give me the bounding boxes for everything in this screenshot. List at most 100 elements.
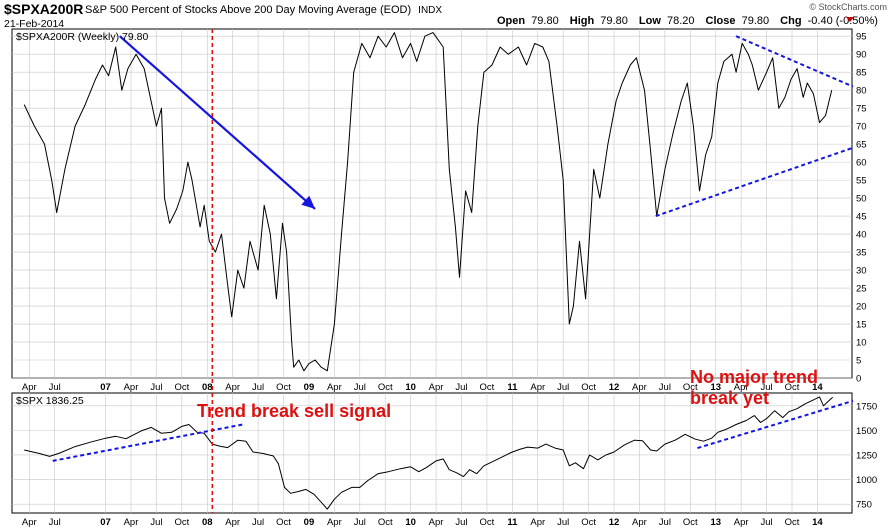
trendline xyxy=(697,399,854,450)
y-tick-label: 65 xyxy=(856,140,867,151)
x-tick-label: Jul xyxy=(354,517,366,528)
y-tick-label: 90 xyxy=(856,50,867,61)
x-tick-label: Jul xyxy=(49,517,61,528)
y-tick-label: 30 xyxy=(856,266,867,277)
x-tick-label: 12 xyxy=(609,517,620,528)
x-tick-label: 13 xyxy=(710,517,721,528)
y-tick-label: 55 xyxy=(856,176,867,187)
x-tick-label: Jul xyxy=(252,382,264,393)
y-tick-label: 45 xyxy=(856,212,867,223)
x-tick-label: Jul xyxy=(455,517,467,528)
x-tick-label: Oct xyxy=(581,382,596,393)
y-tick-label: 40 xyxy=(856,230,867,241)
breadth-panel-frame xyxy=(11,28,853,379)
x-tick-label: 11 xyxy=(507,517,518,528)
x-tick-label: Jul xyxy=(659,382,671,393)
x-tick-label: Jul xyxy=(557,382,569,393)
x-tick-label: Oct xyxy=(276,382,291,393)
x-tick-label: 10 xyxy=(405,382,416,393)
date-label: 21-Feb-2014 xyxy=(4,18,64,30)
y-tick-label: 20 xyxy=(856,302,867,313)
down-arrow-icon xyxy=(846,17,854,22)
x-tick-label: Jul xyxy=(49,382,61,393)
x-tick-label: Oct xyxy=(683,517,698,528)
x-tick-label: Apr xyxy=(734,382,749,393)
x-tick-label: Oct xyxy=(378,382,393,393)
x-tick-label: Oct xyxy=(480,382,495,393)
no-break-annotation-line1: No major trend xyxy=(690,367,818,387)
y-tick-label: 750 xyxy=(856,500,872,511)
y-tick-label: 10 xyxy=(856,338,867,349)
y-tick-label: 35 xyxy=(856,248,867,259)
x-tick-label: Jul xyxy=(760,517,772,528)
y-tick-label: 60 xyxy=(856,158,867,169)
breadth-legend: $SPXA200R (Weekly) 79.80 xyxy=(16,31,148,43)
x-tick-label: 11 xyxy=(507,382,518,393)
x-tick-label: Jul xyxy=(760,382,772,393)
x-tick-label: 08 xyxy=(202,517,213,528)
arrowhead-icon xyxy=(301,195,316,209)
x-tick-label: 12 xyxy=(609,382,620,393)
x-tick-label: Oct xyxy=(683,382,698,393)
trendline xyxy=(52,423,244,462)
x-tick-label: 13 xyxy=(710,382,721,393)
x-tick-label: Oct xyxy=(174,517,189,528)
x-tick-label: Apr xyxy=(124,382,139,393)
y-tick-label: 1500 xyxy=(856,426,877,437)
x-tick-label: Apr xyxy=(530,517,545,528)
x-tick-label: Apr xyxy=(632,382,647,393)
x-tick-label: Jul xyxy=(659,517,671,528)
spx-panel: 750 1000 1250 1500 1750 $SPX 1836.25 Apr Jul 0… xyxy=(11,392,877,528)
x-tick-label: Apr xyxy=(632,517,647,528)
description-label: S&P 500 Percent of Stocks Above 200 Day … xyxy=(85,4,442,16)
x-tick-label: Apr xyxy=(429,517,444,528)
x-tick-label: Oct xyxy=(480,517,495,528)
x-tick-label: Apr xyxy=(327,517,342,528)
x-tick-label: Oct xyxy=(174,382,189,393)
spx-panel-frame xyxy=(11,392,853,514)
x-tick-label: Apr xyxy=(429,382,444,393)
x-tick-label: Jul xyxy=(252,517,264,528)
x-tick-label: 07 xyxy=(100,382,111,393)
y-tick-label: 15 xyxy=(856,320,867,331)
x-tick-label: Oct xyxy=(276,517,291,528)
symbol-label: $SPXA200R xyxy=(4,1,83,17)
x-tick-label: Apr xyxy=(225,382,240,393)
x-tick-label: Apr xyxy=(734,517,749,528)
x-tick-label: Jul xyxy=(150,517,162,528)
x-tick-label: Apr xyxy=(327,382,342,393)
ohlc-readout: Open 79.80 High 79.80 Low 78.20 Close 79… xyxy=(497,15,878,27)
y-tick-label: 75 xyxy=(856,104,867,115)
x-tick-label: Apr xyxy=(22,517,37,528)
x-tick-label: 07 xyxy=(100,517,111,528)
y-tick-label: 50 xyxy=(856,194,867,205)
y-tick-label: 1000 xyxy=(856,475,877,486)
trend-break-annotation: Trend break sell signal xyxy=(197,401,391,421)
breadth-panel: 0 5 10 15 20 25 30 35 40 45 50 55 60 65 70 75 80 85 90 95 $… xyxy=(11,28,867,393)
y-tick-label: 1250 xyxy=(856,450,877,461)
x-tick-label: Apr xyxy=(124,517,139,528)
x-tick-label: 10 xyxy=(405,517,416,528)
x-tick-label: Jul xyxy=(557,517,569,528)
x-tick-label: 09 xyxy=(304,382,315,393)
y-tick-label: 25 xyxy=(856,284,867,295)
x-tick-label: Apr xyxy=(22,382,37,393)
trendline xyxy=(735,35,854,88)
x-tick-label: Apr xyxy=(225,517,240,528)
watermark: © StockCharts.com xyxy=(809,2,887,12)
x-tick-label: Oct xyxy=(581,517,596,528)
x-tick-label: 14 xyxy=(812,517,823,528)
y-tick-label: 95 xyxy=(856,32,867,43)
y-tick-label: 85 xyxy=(856,68,867,79)
downtrend-arrow xyxy=(119,35,316,210)
y-tick-label: 80 xyxy=(856,86,867,97)
y-tick-label: 70 xyxy=(856,122,867,133)
x-tick-label: Oct xyxy=(785,517,800,528)
x-tick-label: 08 xyxy=(202,382,213,393)
y-tick-label: 0 xyxy=(856,374,861,385)
x-tick-label: Jul xyxy=(455,382,467,393)
x-tick-label: Jul xyxy=(354,382,366,393)
x-tick-label: 09 xyxy=(304,517,315,528)
y-tick-label: 5 xyxy=(856,356,861,367)
x-tick-label: Apr xyxy=(530,382,545,393)
